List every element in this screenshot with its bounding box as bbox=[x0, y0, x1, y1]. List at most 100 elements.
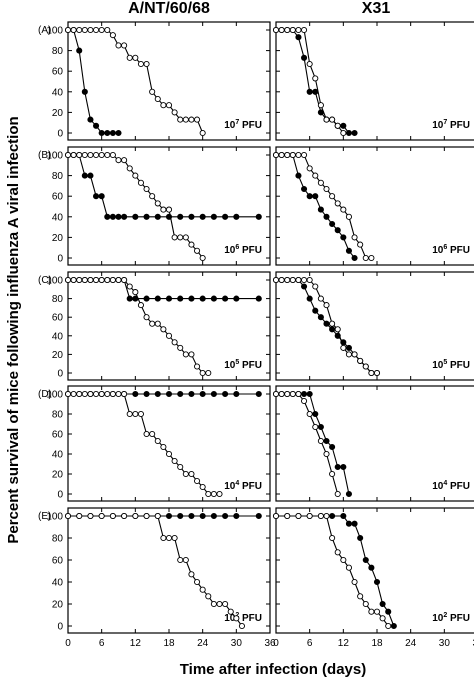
filled-marker bbox=[295, 172, 302, 179]
filled-marker bbox=[104, 129, 111, 137]
filled-marker bbox=[154, 390, 161, 398]
open-marker bbox=[126, 165, 133, 172]
filled-marker bbox=[312, 410, 319, 418]
open-marker bbox=[188, 241, 195, 248]
open-marker bbox=[115, 390, 122, 398]
open-marker bbox=[81, 390, 88, 398]
x-tick-label: 36 bbox=[472, 638, 474, 649]
filled-marker bbox=[317, 423, 324, 431]
open-marker bbox=[306, 165, 313, 172]
open-marker bbox=[295, 26, 302, 34]
open-marker bbox=[199, 483, 206, 491]
open-marker bbox=[306, 276, 313, 284]
dose-label: 105 PFU bbox=[432, 359, 470, 371]
filled-marker bbox=[177, 213, 184, 220]
open-marker bbox=[199, 254, 206, 262]
open-marker bbox=[81, 151, 88, 159]
filled-marker bbox=[323, 320, 330, 327]
filled-marker bbox=[210, 390, 217, 398]
open-marker bbox=[210, 490, 217, 498]
filled-marker bbox=[109, 213, 116, 220]
column-title-x31: X31 bbox=[362, 0, 391, 17]
filled-marker bbox=[295, 34, 302, 41]
y-tick-label: 40 bbox=[52, 87, 64, 98]
open-marker bbox=[312, 172, 319, 179]
open-marker bbox=[87, 390, 94, 398]
open-marker bbox=[323, 450, 330, 458]
open-marker bbox=[177, 344, 184, 351]
open-marker bbox=[340, 344, 347, 351]
open-marker bbox=[284, 512, 291, 520]
open-marker bbox=[289, 151, 296, 159]
filled-marker bbox=[98, 193, 105, 200]
dose-label: 102 PFU bbox=[432, 612, 470, 624]
y-tick-label: 20 bbox=[52, 350, 64, 361]
open-marker bbox=[171, 109, 178, 116]
open-marker bbox=[272, 512, 280, 520]
open-marker bbox=[205, 593, 212, 600]
open-marker bbox=[137, 302, 144, 309]
panel-0-0: 0 20 40 60 80 100(A) 107 PFU bbox=[38, 21, 271, 141]
open-marker bbox=[317, 179, 324, 186]
filled-marker bbox=[233, 295, 240, 302]
filled-marker bbox=[233, 390, 240, 398]
open-marker bbox=[160, 206, 167, 213]
filled-marker bbox=[329, 512, 336, 520]
series-line bbox=[276, 154, 356, 259]
panel-1-1: 106 PFU bbox=[272, 146, 474, 266]
x-tick-label: 6 bbox=[99, 638, 105, 649]
series-line bbox=[68, 29, 119, 134]
open-marker bbox=[132, 410, 139, 418]
open-marker bbox=[238, 622, 245, 630]
panel-0-1: 107 PFU bbox=[272, 21, 474, 141]
open-marker bbox=[104, 151, 111, 159]
filled-marker bbox=[210, 295, 217, 302]
open-marker bbox=[194, 578, 201, 586]
open-marker bbox=[165, 102, 173, 109]
series-line bbox=[68, 154, 204, 259]
dose-label: 104 PFU bbox=[432, 480, 470, 492]
open-marker bbox=[205, 369, 212, 377]
filled-marker bbox=[362, 556, 369, 564]
open-marker bbox=[70, 276, 77, 284]
open-marker bbox=[385, 622, 392, 630]
open-marker bbox=[188, 571, 195, 578]
y-tick-label: 100 bbox=[46, 512, 63, 523]
open-marker bbox=[301, 276, 308, 284]
open-marker bbox=[121, 390, 128, 398]
open-marker bbox=[154, 200, 161, 207]
filled-marker bbox=[87, 116, 94, 123]
filled-marker bbox=[323, 213, 330, 220]
y-tick-label: 60 bbox=[52, 67, 64, 78]
filled-marker bbox=[334, 227, 341, 234]
filled-marker bbox=[345, 129, 352, 137]
open-marker bbox=[165, 450, 173, 458]
filled-marker bbox=[87, 172, 94, 179]
open-marker bbox=[98, 26, 105, 34]
open-marker bbox=[104, 26, 111, 34]
filled-marker bbox=[255, 213, 262, 220]
open-marker bbox=[317, 295, 324, 302]
filled-marker bbox=[177, 295, 184, 302]
open-marker bbox=[301, 151, 308, 159]
x-tick-label: 24 bbox=[197, 638, 209, 649]
x-tick-label: 12 bbox=[338, 638, 350, 649]
open-marker bbox=[351, 234, 358, 241]
y-tick-label: 80 bbox=[52, 410, 64, 421]
filled-marker bbox=[210, 213, 217, 220]
y-tick-label: 80 bbox=[52, 534, 64, 545]
open-marker bbox=[188, 470, 195, 478]
filled-marker bbox=[143, 213, 150, 220]
open-marker bbox=[132, 512, 139, 520]
open-marker bbox=[109, 390, 116, 398]
filled-marker bbox=[115, 213, 122, 220]
filled-marker bbox=[143, 295, 150, 302]
dose-label: 107 PFU bbox=[224, 119, 262, 131]
open-marker bbox=[143, 512, 150, 520]
panel-label: (D) bbox=[38, 389, 52, 400]
open-marker bbox=[199, 129, 206, 137]
open-marker bbox=[306, 512, 313, 520]
open-marker bbox=[149, 193, 156, 200]
filled-marker bbox=[76, 47, 83, 54]
